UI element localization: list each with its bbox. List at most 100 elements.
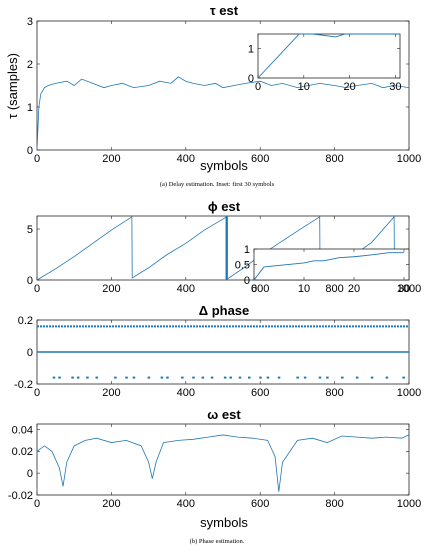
delta-lower-point xyxy=(266,376,270,379)
tau-ytick-label: 3 xyxy=(27,16,33,28)
delta-lower-point xyxy=(341,376,344,379)
phi-xtick-label: 600 xyxy=(251,283,269,295)
delta-lower-point xyxy=(181,376,184,379)
delta-xtick-label: 1000 xyxy=(397,387,421,399)
tau-ytick-label: 0 xyxy=(27,145,33,157)
omega-xtick-label: 200 xyxy=(102,498,120,510)
tau-inset-xtick-label: 10 xyxy=(298,81,310,93)
delta-lower-point xyxy=(192,376,195,379)
delta-lower-point xyxy=(248,376,251,379)
phi-inset-ytick-label: 0.5 xyxy=(235,259,250,271)
tau-ylabel: τ (samples) xyxy=(5,53,20,119)
delta-lower-point xyxy=(229,376,232,379)
delta-lower-point xyxy=(52,376,56,379)
tau-xtick-label: 400 xyxy=(177,153,195,165)
phi-inset-xtick-label: 0 xyxy=(251,283,257,295)
omega-xtick-label: 400 xyxy=(177,498,195,510)
delta-lower-point xyxy=(296,376,299,379)
delta-lower-point xyxy=(259,376,262,379)
phi-xtick-label: 0 xyxy=(34,283,40,295)
tau-xtick-label: 800 xyxy=(325,153,343,165)
delta-lower-point xyxy=(76,376,80,379)
phi-xtick-label: 1000 xyxy=(397,283,421,295)
phi-inset-axes-box xyxy=(253,248,410,281)
tau-ytick-label: 2 xyxy=(27,59,33,71)
phi-xtick-label: 200 xyxy=(102,283,120,295)
omega-xtick-label: 0 xyxy=(34,498,40,510)
delta-lower-point xyxy=(370,376,374,379)
omega-panel: ω est symbols 0 200 400 600 800 1000-0.0200.0… xyxy=(8,407,421,530)
tau-inset-axes-box xyxy=(257,33,401,79)
phi-inset-ytick-label: 1 xyxy=(244,244,250,256)
omega-xtick-label: 800 xyxy=(325,498,343,510)
delta-ytick-label: 0.2 xyxy=(18,315,33,327)
omega-xtick-label: 1000 xyxy=(397,498,421,510)
delta-lower-point xyxy=(166,376,169,379)
delta-lower-point xyxy=(201,376,205,379)
phi-inset-xtick-label: 20 xyxy=(348,283,360,295)
omega-title: ω est xyxy=(207,407,241,422)
phi-xtick-label: 800 xyxy=(325,283,343,295)
omega-xtick-label: 600 xyxy=(251,498,269,510)
omega-ytick-label: -0.02 xyxy=(8,490,33,502)
delta-ytick-label: 0 xyxy=(27,347,33,359)
tau-inset-xtick-label: 0 xyxy=(255,81,261,93)
omega-ytick-label: 0.02 xyxy=(12,446,33,458)
phi-ytick-label: 0 xyxy=(27,275,33,287)
delta-phase-panel: Δ phase 0 200 400 600 800 1000-0.200.2 xyxy=(14,303,421,399)
caption-a: (a) Delay estimation. Inset: first 30 sy… xyxy=(160,181,275,188)
phi-inset-xtick-label: 10 xyxy=(298,283,310,295)
tau-xtick-label: 200 xyxy=(102,153,120,165)
delta-lower-point xyxy=(303,376,307,379)
omega-axes-box xyxy=(36,423,410,496)
phi-title: ϕ est xyxy=(208,199,241,214)
delta-lower-point xyxy=(277,376,281,379)
tau-inset-xtick-label: 30 xyxy=(389,81,401,93)
omega-xlabel: symbols xyxy=(200,515,248,530)
tau-series-line xyxy=(36,76,410,151)
tau-xtick-label: 1000 xyxy=(397,153,421,165)
delta-lower-point xyxy=(210,376,214,379)
delta-lower-point xyxy=(318,376,322,379)
delta-lower-point xyxy=(114,376,117,379)
delta-ytick-label: -0.2 xyxy=(14,379,33,391)
delta-lower-point xyxy=(86,376,89,379)
tau-inset-line xyxy=(257,33,400,79)
delta-lower-point xyxy=(385,376,389,379)
caption-b: (b) Phase estimation. xyxy=(190,538,245,545)
delta-lower-point xyxy=(160,376,164,379)
delta-lower-point xyxy=(95,376,99,379)
delta-lower-point xyxy=(125,376,128,379)
delta-lower-point xyxy=(223,376,227,379)
omega-series-line xyxy=(36,434,410,492)
tau-ytick-label: 1 xyxy=(27,102,33,114)
delta-lower-point xyxy=(71,376,74,379)
phi-inset-line xyxy=(253,252,404,281)
delta-lower-point xyxy=(238,376,242,379)
tau-panel: τ est τ (samples) symbols 0 200 400 600 800 1… xyxy=(5,3,421,173)
delta-xtick-label: 200 xyxy=(102,387,120,399)
delta-xtick-label: 800 xyxy=(325,387,343,399)
phi-inset-ytick-label: 0 xyxy=(244,275,250,287)
tau-xtick-label: 600 xyxy=(251,153,269,165)
delta-title: Δ phase xyxy=(199,303,250,318)
tau-xtick-label: 0 xyxy=(34,153,40,165)
phi-xtick-label: 400 xyxy=(177,283,195,295)
delta-lower-point xyxy=(355,376,359,379)
omega-ytick-label: 0 xyxy=(27,468,33,480)
phi-ytick-label: 5 xyxy=(27,224,33,236)
tau-xlabel: symbols xyxy=(200,158,248,173)
delta-lower-point xyxy=(147,376,151,379)
delta-lower-point xyxy=(326,376,329,379)
tau-inset-ytick-label: 1 xyxy=(248,44,254,56)
tau-title: τ est xyxy=(210,3,239,18)
delta-xtick-label: 0 xyxy=(34,387,40,399)
tau-inset-ytick-label: 0 xyxy=(248,73,254,85)
omega-ytick-label: 0.04 xyxy=(12,424,33,436)
delta-lower-point xyxy=(58,376,61,379)
delta-lower-point xyxy=(132,376,136,379)
delta-lower-point xyxy=(402,376,405,379)
tau-inset-xtick-label: 20 xyxy=(343,81,355,93)
